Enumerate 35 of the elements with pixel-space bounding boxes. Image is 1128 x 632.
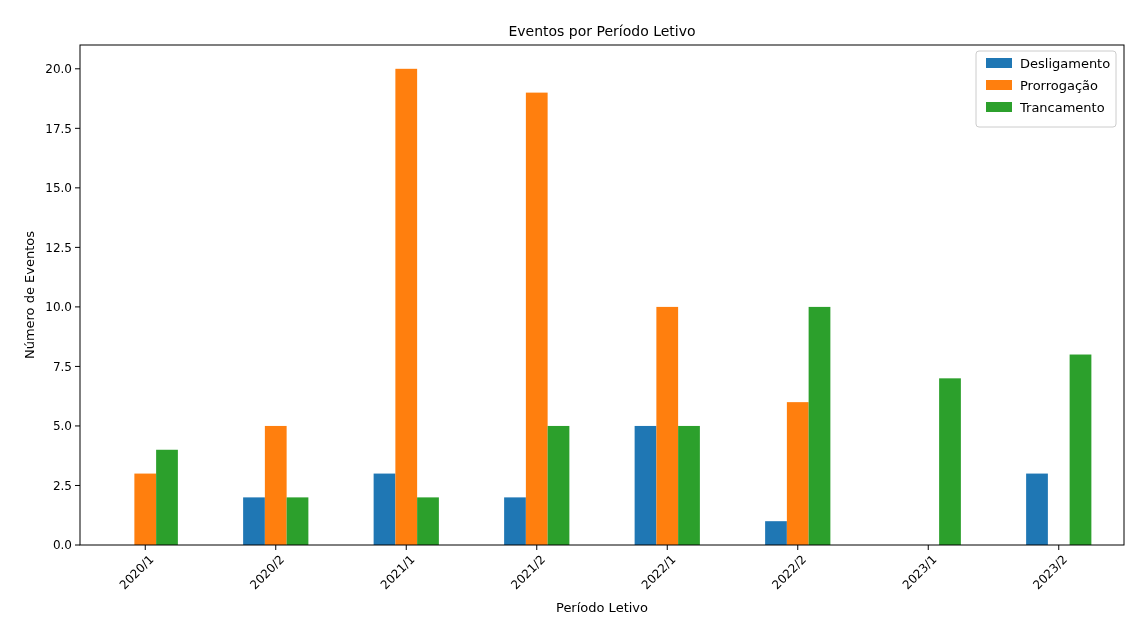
legend-label: Desligamento <box>1020 55 1111 71</box>
bar <box>286 497 309 545</box>
y-tick-label: 12.5 <box>45 240 72 255</box>
y-tick-label: 10.0 <box>45 300 72 315</box>
x-axis-title: Período Letivo <box>556 600 649 615</box>
bar <box>786 402 809 545</box>
bar <box>395 68 418 545</box>
bar <box>656 306 679 545</box>
bar <box>1026 473 1048 545</box>
bar <box>939 378 961 545</box>
bar <box>504 497 526 545</box>
y-tick-label: 0.0 <box>52 538 72 553</box>
y-tick-label: 2.5 <box>52 478 72 493</box>
y-axis-title: Número de Eventos <box>22 230 37 360</box>
y-tick-label: 7.5 <box>52 359 72 374</box>
legend-label: Prorrogação <box>1020 77 1099 93</box>
bar <box>808 306 831 545</box>
y-tick-label: 15.0 <box>45 181 72 196</box>
bar <box>243 497 265 545</box>
bar <box>264 425 287 545</box>
bar <box>373 473 396 545</box>
bar <box>547 425 570 545</box>
chart-title: Eventos por Período Letivo <box>508 23 696 39</box>
y-tick-label: 17.5 <box>45 121 72 136</box>
bar <box>525 92 548 545</box>
legend-label: Trancamento <box>1019 99 1105 115</box>
y-tick-label: 20.0 <box>45 62 72 77</box>
bar <box>134 473 157 545</box>
bar <box>634 425 657 545</box>
bar <box>417 497 439 545</box>
bar <box>1069 354 1092 545</box>
bar <box>156 449 178 545</box>
bar <box>765 521 787 545</box>
bar <box>678 425 700 545</box>
y-tick-label: 5.0 <box>52 419 72 434</box>
